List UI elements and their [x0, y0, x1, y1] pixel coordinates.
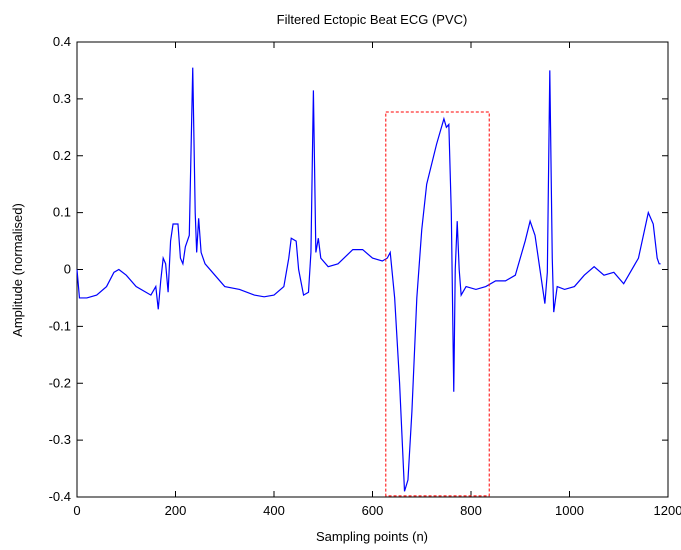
y-tick-label: -0.4	[49, 489, 71, 504]
y-tick-label: -0.3	[49, 432, 71, 447]
x-tick-label: 0	[73, 503, 80, 518]
x-tick-label: 800	[460, 503, 482, 518]
x-tick-label: 1000	[555, 503, 584, 518]
line	[76, 67, 661, 492]
y-tick-label: 0.4	[53, 34, 71, 49]
x-tick-label: 600	[362, 503, 384, 518]
y-tick-label: -0.1	[49, 318, 71, 333]
x-axis-label: Sampling points (n)	[316, 529, 428, 544]
y-tick-label: 0	[64, 262, 71, 277]
y-tick-label: 0.1	[53, 205, 71, 220]
x-tick-label: 200	[165, 503, 187, 518]
x-tick-label: 1200	[654, 503, 681, 518]
x-tick-label: 400	[263, 503, 285, 518]
y-tick-label: -0.2	[49, 375, 71, 390]
y-tick-label: 0.2	[53, 148, 71, 163]
chart-title: Filtered Ectopic Beat ECG (PVC)	[277, 12, 468, 27]
highlight-box	[385, 111, 490, 497]
y-tick-label: 0.3	[53, 91, 71, 106]
y-axis-label: Amplitude (normalised)	[10, 203, 25, 337]
